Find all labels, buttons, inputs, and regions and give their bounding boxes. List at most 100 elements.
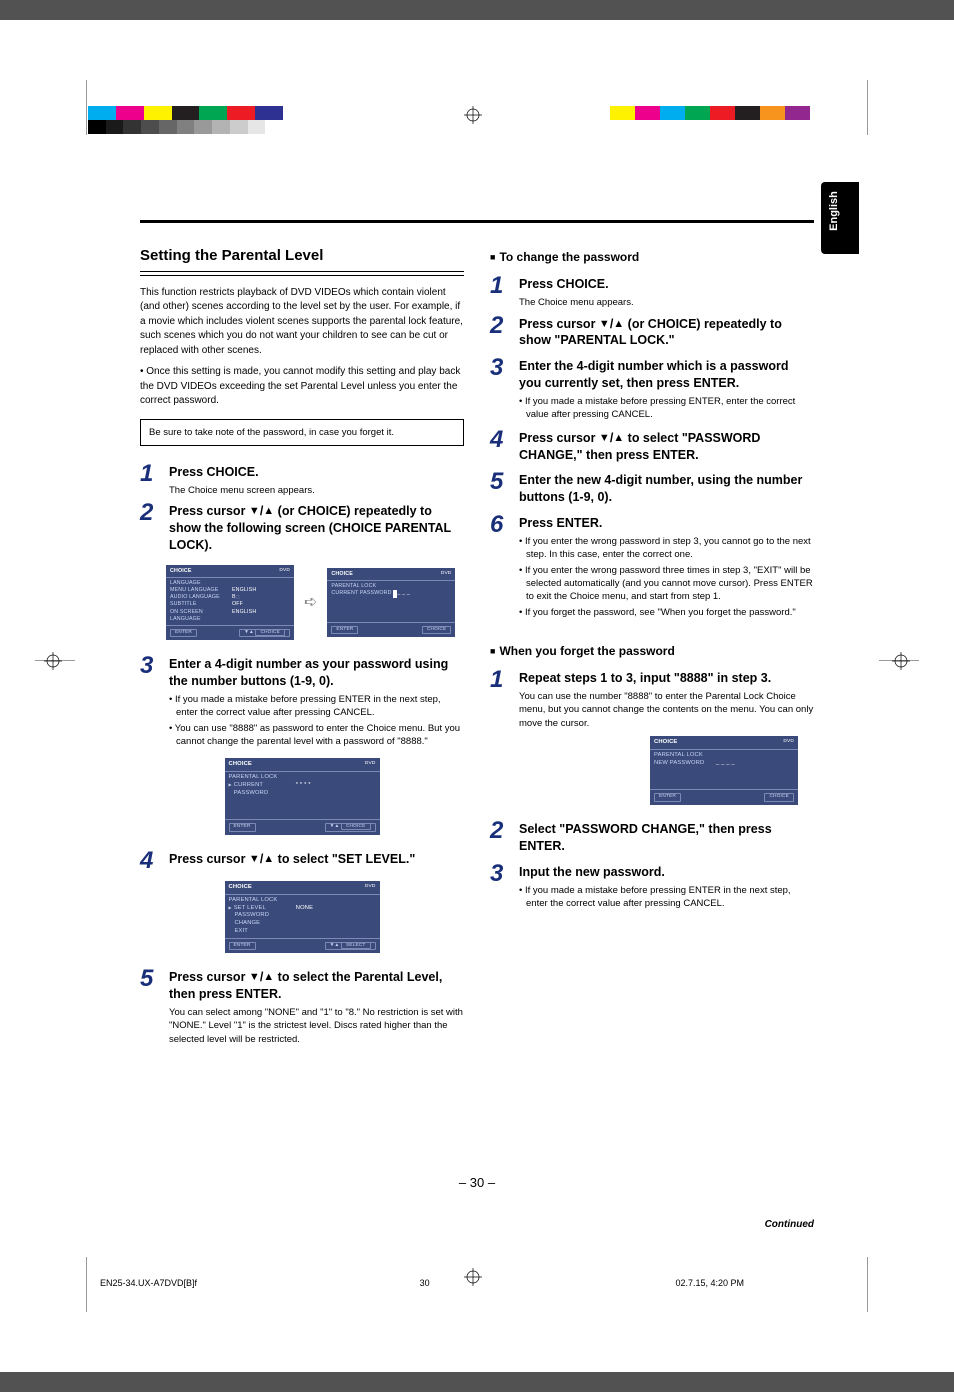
- cursor-down-icon: ▼: [249, 970, 260, 985]
- step-2: 2 Press cursor ▼/▲ (or CHOICE) repeatedl…: [140, 501, 464, 557]
- page-number: – 30 –: [0, 1175, 954, 1190]
- step-subtext: You can select among "NONE" and "1" to "…: [169, 1006, 464, 1046]
- horizontal-rule: [140, 220, 814, 223]
- section-title: Setting the Parental Level: [140, 245, 464, 272]
- step-heading: Press cursor ▼/▲ to select "PASSWORD CHA…: [519, 430, 814, 464]
- footer-filename: EN25-34.UX-A7DVD[B]f 30: [100, 1278, 430, 1288]
- step-heading: Enter a 4-digit number as your password …: [169, 656, 464, 690]
- intro-paragraph: This function restricts playback of DVD …: [140, 286, 464, 359]
- crop-mark: [86, 1257, 87, 1312]
- crop-mark: [867, 1257, 868, 1312]
- f-step-2: 2 Select "PASSWORD CHANGE," then press E…: [490, 819, 814, 858]
- registration-mark-icon: [892, 652, 910, 670]
- step-heading: Enter the 4-digit number which is a pass…: [519, 358, 814, 392]
- r-step-3: 3 Enter the 4-digit number which is a pa…: [490, 356, 814, 423]
- step-subtext: • If you enter the wrong password in ste…: [519, 535, 814, 619]
- step-5: 5 Press cursor ▼/▲ to select the Parenta…: [140, 967, 464, 1046]
- ui-choice-parental: CHOICEDVD PARENTAL LOCK CURRENT PASSWORD…: [327, 568, 455, 637]
- registration-mark-icon: [44, 652, 62, 670]
- square-bullet-icon: ■: [490, 646, 495, 656]
- step-number: 6: [490, 513, 510, 621]
- step-heading: Repeat steps 1 to 3, input "8888" in ste…: [519, 670, 814, 687]
- cursor-down-icon: ▼: [599, 431, 610, 446]
- r-step-1: 1 Press CHOICE. The Choice menu appears.: [490, 274, 814, 309]
- subsection-heading: ■To change the password: [490, 249, 814, 266]
- step-number: 3: [490, 356, 510, 423]
- registration-mark-icon: [464, 1268, 482, 1286]
- step-subtext: • If you made a mistake before pressing …: [169, 693, 464, 748]
- crop-mark: [86, 80, 87, 135]
- step-subtext: The Choice menu appears.: [519, 296, 814, 309]
- subsection-heading: ■When you forget the password: [490, 643, 814, 660]
- left-column: Setting the Parental Level This function…: [140, 245, 464, 1050]
- f-step-3: 3 Input the new password. • If you made …: [490, 862, 814, 912]
- color-calibration-bar: [610, 106, 810, 120]
- step-number: 3: [140, 654, 160, 750]
- ui-choice-parental-password: CHOICEDVD PARENTAL LOCK ▶CURRENT PASSWOR…: [225, 758, 380, 835]
- step-heading: Select "PASSWORD CHANGE," then press ENT…: [519, 821, 814, 855]
- step-heading: Press cursor ▼/▲ (or CHOICE) repeatedly …: [519, 316, 814, 350]
- cursor-up-icon: ▲: [263, 970, 274, 985]
- square-bullet-icon: ■: [490, 252, 495, 262]
- step-number: 2: [140, 501, 160, 557]
- step-subtext: • If you made a mistake before pressing …: [519, 395, 814, 422]
- step-heading: Press CHOICE.: [519, 276, 814, 293]
- section-title-underline: [140, 275, 464, 276]
- note-box: Be sure to take note of the password, in…: [140, 419, 464, 446]
- step-heading: Press cursor ▼/▲ (or CHOICE) repeatedly …: [169, 503, 464, 554]
- step-heading: Press CHOICE.: [169, 464, 464, 481]
- step-heading: Input the new password.: [519, 864, 814, 881]
- step-3: 3 Enter a 4-digit number as your passwor…: [140, 654, 464, 750]
- step-heading: Press ENTER.: [519, 515, 814, 532]
- ui-choice-language: CHOICEDVD LANGUAGE MENU LANGUAGEENGLISH …: [166, 565, 294, 640]
- step-heading: Enter the new 4-digit number, using the …: [519, 472, 814, 506]
- step-number: 4: [140, 849, 160, 873]
- step-heading: Press cursor ▼/▲ to select "SET LEVEL.": [169, 851, 464, 868]
- intro-bullet: • Once this setting is made, you cannot …: [140, 365, 464, 409]
- registration-mark-icon: [464, 106, 482, 124]
- ui-choice-parental-newpw: CHOICEDVD PARENTAL LOCK NEW PASSWORD_ _ …: [650, 736, 798, 805]
- cursor-up-icon: ▲: [263, 852, 274, 867]
- step-number: 2: [490, 314, 510, 353]
- step-subtext: The Choice menu screen appears.: [169, 484, 464, 497]
- r-step-2: 2 Press cursor ▼/▲ (or CHOICE) repeatedl…: [490, 314, 814, 353]
- cursor-indicator-icon: ▶: [229, 905, 232, 913]
- gray-calibration-bar: [88, 120, 283, 134]
- step-number: 5: [490, 470, 510, 509]
- continued-label: Continued: [765, 1218, 814, 1233]
- step-number: 1: [140, 462, 160, 497]
- step-number: 2: [490, 819, 510, 858]
- cursor-down-icon: ▼: [249, 852, 260, 867]
- manual-page: English Setting the Parental Level This …: [0, 20, 954, 1372]
- cursor-down-icon: ▼: [599, 317, 610, 332]
- step-1: 1 Press CHOICE. The Choice menu screen a…: [140, 462, 464, 497]
- step-number: 4: [490, 428, 510, 467]
- step-subtext: You can use the number "8888" to enter t…: [519, 690, 814, 730]
- r-step-6: 6 Press ENTER. • If you enter the wrong …: [490, 513, 814, 621]
- r-step-5: 5 Enter the new 4-digit number, using th…: [490, 470, 814, 509]
- ui-screenshot-row: CHOICEDVD LANGUAGE MENU LANGUAGEENGLISH …: [166, 565, 464, 640]
- color-calibration-bar: [88, 106, 283, 120]
- step-heading: Press cursor ▼/▲ to select the Parental …: [169, 969, 464, 1003]
- cursor-indicator-icon: ▶: [229, 782, 232, 798]
- step-subtext: • If you made a mistake before pressing …: [519, 884, 814, 911]
- cursor-up-icon: ▲: [263, 504, 274, 519]
- step-number: 5: [140, 967, 160, 1046]
- cursor-up-icon: ▲: [613, 431, 624, 446]
- f-step-1: 1 Repeat steps 1 to 3, input "8888" in s…: [490, 668, 814, 730]
- cursor-down-icon: ▼: [249, 504, 260, 519]
- footer-timestamp: 02.7.15, 4:20 PM: [675, 1278, 744, 1288]
- step-number: 3: [490, 862, 510, 912]
- arrow-right-icon: ➪: [304, 591, 317, 614]
- step-4: 4 Press cursor ▼/▲ to select "SET LEVEL.…: [140, 849, 464, 873]
- audio-icon: ⬚: [236, 594, 240, 601]
- cursor-up-icon: ▲: [613, 317, 624, 332]
- step-number: 1: [490, 274, 510, 309]
- language-tab: [821, 182, 859, 254]
- r-step-4: 4 Press cursor ▼/▲ to select "PASSWORD C…: [490, 428, 814, 467]
- language-tab-label: English: [828, 191, 840, 231]
- step-number: 1: [490, 668, 510, 730]
- ui-choice-parental-setlevel: CHOICEDVD PARENTAL LOCK ▶SET LEVELNONE P…: [225, 881, 380, 953]
- right-column: ■To change the password 1 Press CHOICE. …: [490, 245, 814, 1050]
- page-content: Setting the Parental Level This function…: [140, 220, 814, 1232]
